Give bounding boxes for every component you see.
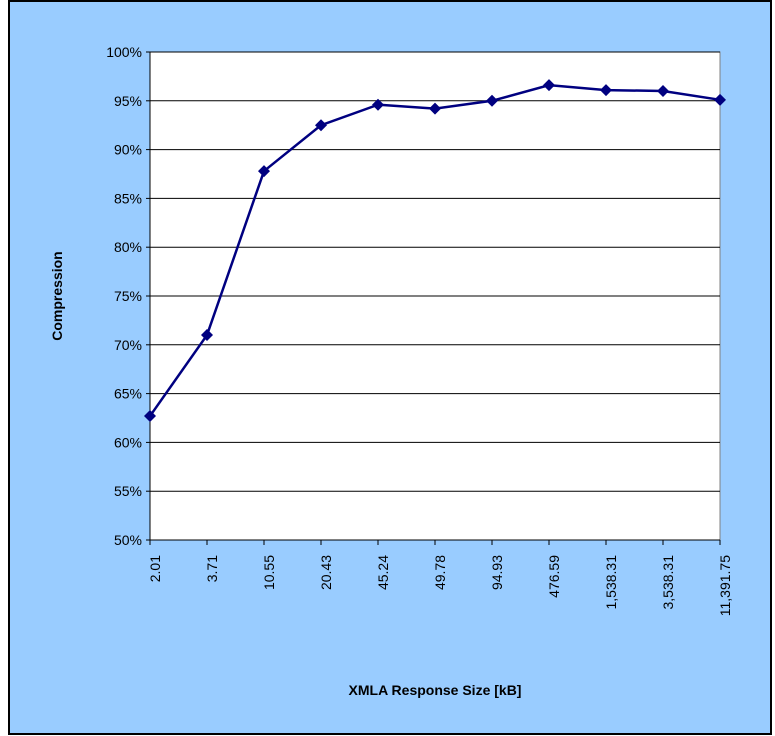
- x-axis-label: XMLA Response Size [kB]: [349, 682, 522, 698]
- y-tick-label: 100%: [106, 44, 142, 60]
- x-tick-label: 3.71: [204, 555, 220, 582]
- y-tick-label: 60%: [114, 434, 142, 450]
- data-point: [144, 410, 156, 423]
- data-point: [714, 93, 726, 106]
- x-tick-label: 3,538.31: [660, 555, 676, 610]
- data-point: [201, 329, 213, 342]
- y-tick-label: 95%: [114, 93, 142, 109]
- y-axis-label: Compression: [49, 251, 65, 340]
- y-tick-label: 75%: [114, 288, 142, 304]
- y-tick-label: 70%: [114, 337, 142, 353]
- data-point: [429, 102, 441, 115]
- x-tick-label: 476.59: [546, 555, 562, 598]
- x-tick-label: 2.01: [147, 555, 163, 582]
- y-tick-label: 85%: [114, 190, 142, 206]
- y-tick-label: 80%: [114, 239, 142, 255]
- data-point: [258, 165, 270, 178]
- data-point: [543, 79, 555, 92]
- x-tick-label: 20.43: [318, 555, 334, 590]
- data-point: [600, 84, 612, 97]
- x-tick-label: 49.78: [432, 555, 448, 590]
- data-point: [657, 85, 669, 98]
- data-point: [486, 94, 498, 107]
- x-tick-label: 1,538.31: [603, 555, 619, 610]
- x-tick-label: 10.55: [261, 555, 277, 590]
- y-tick-label: 55%: [114, 483, 142, 499]
- x-tick-label: 94.93: [489, 555, 505, 590]
- y-tick-label: 65%: [114, 386, 142, 402]
- data-point: [372, 98, 384, 111]
- x-tick-label: 45.24: [375, 555, 391, 590]
- x-tick-label: 11,391.75: [717, 555, 733, 616]
- data-point: [315, 119, 327, 132]
- y-tick-label: 50%: [114, 532, 142, 548]
- y-tick-label: 90%: [114, 142, 142, 158]
